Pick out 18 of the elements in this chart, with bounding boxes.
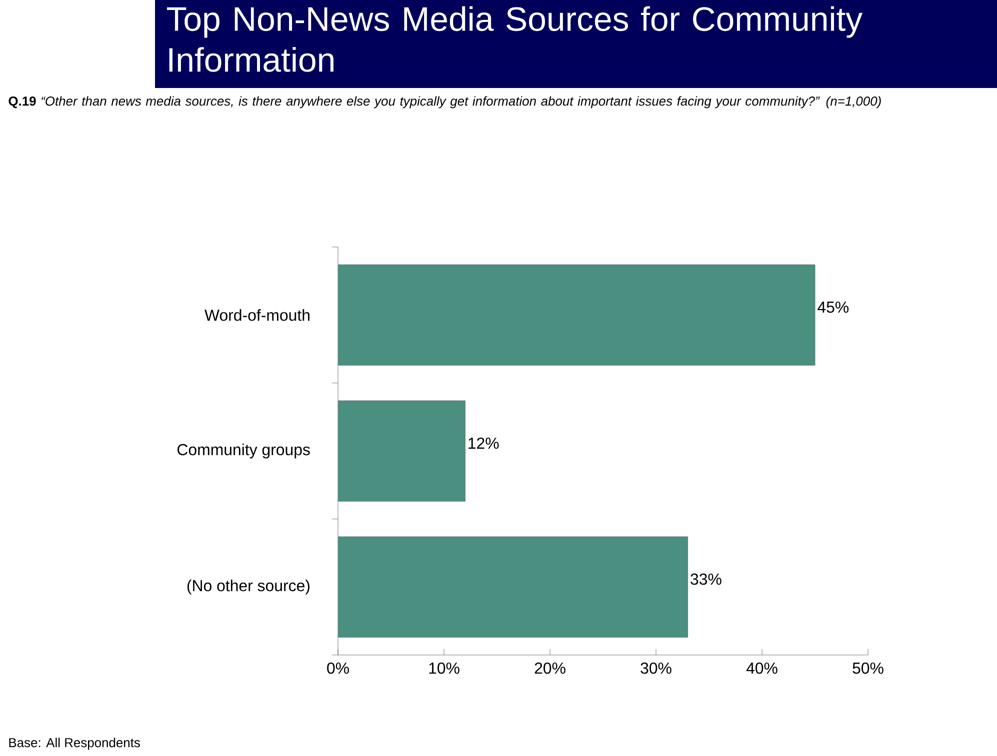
bar (338, 264, 816, 366)
data-label: 45% (818, 302, 849, 313)
x-tick-label: 10% (429, 662, 460, 674)
x-tick-label: 40% (746, 662, 778, 674)
x-tick-label: 30% (640, 662, 672, 674)
y-tick-label: (No other source) (187, 580, 310, 594)
chart-subtitle: Q.19 “Other than news media sources, is there anywhere else you typically get information about important issues facing your community?” (n=1,000) (8, 96, 881, 108)
chart-title: Top Non-News Media Sources for Community Information (166, 6, 863, 72)
x-tick-label: 50% (852, 662, 884, 674)
y-tick-label: Community groups (178, 444, 310, 458)
y-tick-label: Word-of-mouth (204, 309, 310, 321)
bar (338, 536, 688, 638)
text: Base: All Respondents (9, 738, 140, 750)
data-label: 12% (468, 438, 499, 449)
x-tick-label: 20% (534, 662, 566, 674)
bar (338, 400, 466, 502)
data-label: 33% (690, 574, 722, 585)
x-tick-label: 0% (327, 662, 349, 674)
